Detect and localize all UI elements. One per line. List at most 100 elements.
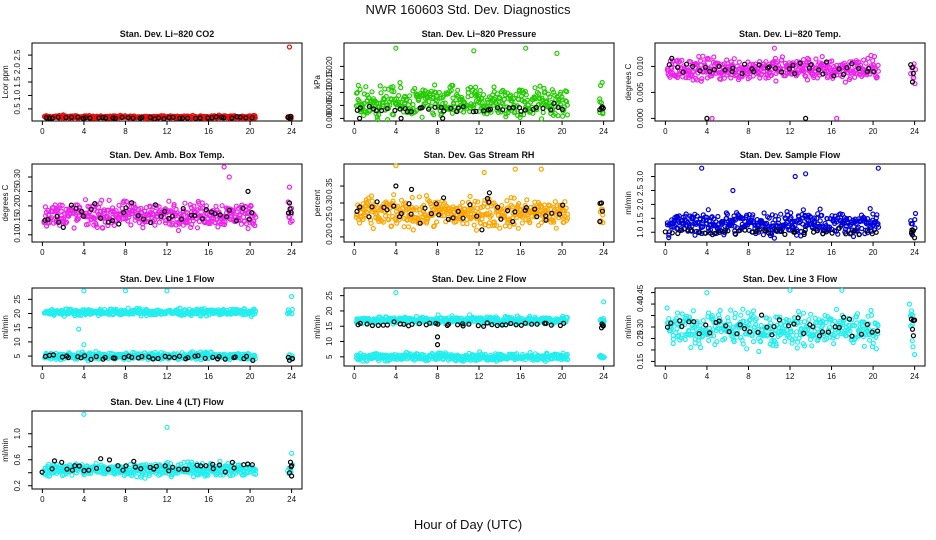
x-tick-label: 12 [786, 248, 795, 257]
data-point-main [171, 201, 177, 208]
data-point-reference [180, 206, 186, 212]
data-point-main [497, 94, 503, 101]
data-point-main [768, 72, 775, 78]
data-point-main [690, 308, 697, 314]
x-tick-label: 4 [82, 248, 87, 257]
data-point-main [690, 68, 697, 75]
data-point-reference [87, 115, 93, 121]
data-point-main [85, 221, 91, 227]
data-point-main [473, 93, 479, 99]
data-point-main [803, 60, 809, 66]
y-tick-label: 15 [325, 321, 334, 330]
data-point-main [680, 74, 686, 80]
data-point-main [93, 222, 99, 228]
data-point-reference [224, 214, 230, 220]
data-point-main [852, 74, 858, 80]
data-point-main [166, 198, 172, 204]
data-point-main [431, 111, 437, 118]
data-point-reference [674, 64, 681, 71]
y-axis-label: ml/min [313, 315, 322, 339]
data-point-main [773, 78, 779, 84]
data-point-reference [392, 107, 398, 114]
data-point-reference [384, 105, 390, 112]
data-point-main [819, 53, 825, 60]
data-point-main [912, 210, 919, 217]
data-point-main [59, 202, 65, 208]
data-point-main [481, 169, 487, 176]
data-point-reference [185, 115, 191, 121]
data-point-main [52, 202, 58, 208]
data-point-reference [470, 109, 476, 115]
y-axis-label: Lcor ppm [1, 65, 10, 99]
data-point-reference [221, 115, 227, 121]
data-point-main [432, 82, 438, 88]
data-point-main [801, 68, 807, 74]
data-point-main [450, 82, 456, 89]
data-point-main [363, 84, 369, 90]
data-point-main [197, 205, 203, 211]
x-tick-label: 20 [869, 372, 878, 381]
data-point-main [736, 59, 742, 65]
data-point-main [253, 214, 259, 220]
x-tick-label: 24 [599, 248, 608, 257]
data-point-reference [397, 106, 403, 112]
data-point-reference [42, 217, 48, 223]
y-tick-label: 20 [13, 309, 22, 318]
data-point-reference [286, 200, 293, 206]
y-tick-label: 2.5 [636, 184, 645, 196]
data-point-main [867, 206, 873, 212]
data-point-main [674, 58, 680, 64]
data-point-reference [849, 61, 855, 67]
data-point-main [771, 235, 778, 241]
data-point-main [369, 198, 375, 204]
data-point-upper [600, 299, 607, 305]
data-point-main [237, 211, 243, 218]
data-point-reference [797, 60, 803, 66]
data-point-main [368, 193, 375, 199]
x-tick-label: 16 [827, 127, 836, 136]
data-point-main [772, 213, 779, 219]
data-point-reference [393, 183, 399, 189]
data-point-main [564, 88, 570, 95]
x-tick-label: 4 [82, 372, 87, 381]
data-point-main [597, 99, 603, 105]
data-point-main [499, 202, 505, 209]
data-point-main [688, 344, 694, 351]
figure-title: NWR 160603 Std. Dev. Diagnostics [365, 2, 571, 17]
x-tick-label: 8 [123, 127, 128, 136]
data-point-upper [289, 293, 295, 300]
data-point-main [383, 93, 389, 100]
data-point-reference [139, 114, 145, 121]
data-point-main [216, 209, 222, 215]
y-tick-label: 0.25 [325, 212, 334, 228]
data-point-main [252, 223, 258, 229]
data-point-reference [697, 68, 703, 74]
data-point-reference [871, 69, 877, 75]
y-tick-label: 0.35 [325, 178, 334, 194]
data-point-main [564, 102, 570, 108]
data-point-main [404, 217, 410, 223]
data-point-main [441, 213, 447, 219]
data-point-main [385, 116, 391, 123]
y-tick-label: 10 [13, 337, 22, 346]
data-point-main [521, 111, 527, 118]
x-tick-label: 12 [786, 127, 795, 136]
data-point-main [380, 219, 386, 225]
data-point-main [730, 187, 736, 194]
data-point-reference [448, 105, 454, 112]
data-point-main [106, 197, 112, 203]
data-point-main [182, 200, 188, 206]
data-point-main [715, 213, 721, 220]
data-point-reference [831, 73, 837, 79]
data-point-reference [203, 207, 209, 213]
data-point-main [804, 55, 811, 61]
data-point-main [436, 89, 442, 96]
data-point-reference [707, 68, 713, 75]
data-point-main [82, 197, 89, 203]
x-tick-label: 0 [40, 372, 45, 381]
x-tick-label: 8 [123, 248, 128, 257]
data-point-main [669, 65, 675, 72]
data-point-main [139, 209, 145, 216]
y-axis-label: degrees C [1, 184, 10, 221]
data-point-main [664, 305, 670, 311]
